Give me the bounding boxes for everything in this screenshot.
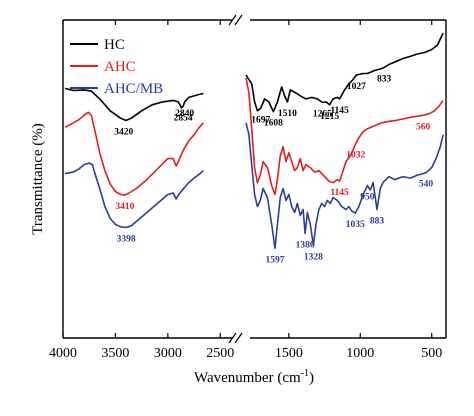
axis-break-mark <box>234 332 243 344</box>
series-line-hc-left <box>64 87 204 122</box>
peak-label: 1386 <box>296 240 315 250</box>
x-axis-title-superscript: -1 <box>301 368 309 379</box>
peak-label: 833 <box>377 74 392 84</box>
series-line-ahc-mb-left <box>64 162 205 229</box>
peak-label: 2840 <box>175 109 194 119</box>
peak-label: 1215 <box>320 112 339 122</box>
x-tick-label: 4000 <box>49 346 77 361</box>
x-tick-label: 1500 <box>275 346 303 361</box>
series-line-ahc-right <box>245 77 444 196</box>
peak-label: 1145 <box>330 188 349 198</box>
x-tick-label: 500 <box>421 346 442 361</box>
x-axis-title-tail: ) <box>309 370 314 386</box>
peak-label: 1597 <box>266 255 285 265</box>
peak-label: 1328 <box>304 252 323 262</box>
x-tick-label: 1000 <box>346 346 374 361</box>
axis-break-mark <box>234 14 243 26</box>
peak-label: 1265 <box>313 109 332 119</box>
x-tick-label: 2500 <box>206 346 234 361</box>
series-line-ahc-left <box>64 111 205 196</box>
x-axis-title: Wavenumber (cm-1) <box>194 368 314 386</box>
peak-label: 1027 <box>347 82 366 92</box>
series-line-hc-right <box>245 32 444 113</box>
axis-break-mark <box>228 332 237 344</box>
peak-label: 950 <box>360 193 375 203</box>
peak-label: 1697 <box>251 115 270 125</box>
y-axis-title: Transmittance (%) <box>30 123 46 235</box>
x-tick-label: 3000 <box>154 346 182 361</box>
legend-label: HC <box>104 37 125 53</box>
peak-label: 1145 <box>330 106 349 116</box>
peak-label: 1608 <box>264 119 283 129</box>
peak-label: 560 <box>416 122 431 132</box>
x-axis-title-main: Wavenumber (cm <box>194 370 301 386</box>
peak-label: 883 <box>370 216 385 226</box>
axis-break-mark <box>228 14 237 26</box>
legend-label: AHC/MB <box>104 81 163 97</box>
peak-label: 1032 <box>346 151 365 161</box>
peak-label: 3420 <box>114 127 133 137</box>
peak-label: 3410 <box>115 202 134 212</box>
x-tick-label: 3500 <box>101 346 129 361</box>
legend-label: AHC <box>104 59 136 75</box>
peak-label: 3398 <box>117 234 136 244</box>
peak-label: 1035 <box>346 220 365 230</box>
peak-label: 540 <box>419 180 434 190</box>
series-line-ahc-mb-right <box>245 122 444 250</box>
peak-label: 2854 <box>174 113 193 123</box>
peak-label: 1510 <box>278 109 297 119</box>
